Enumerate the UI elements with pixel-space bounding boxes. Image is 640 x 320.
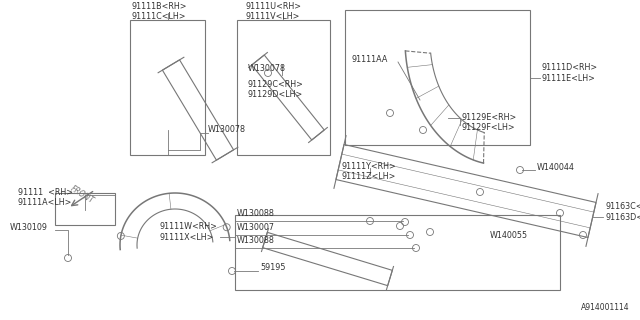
Text: W140055: W140055 (490, 230, 528, 239)
Text: 91129E<RH>
91129F<LH>: 91129E<RH> 91129F<LH> (462, 113, 517, 132)
Text: W130007: W130007 (237, 223, 275, 232)
Bar (237, 20, 330, 155)
Text: W130088: W130088 (237, 236, 275, 245)
Text: 91111D<RH>
91111E<LH>: 91111D<RH> 91111E<LH> (542, 63, 598, 83)
Text: A914001114: A914001114 (581, 303, 630, 312)
Text: W140044: W140044 (537, 163, 575, 172)
Text: W130088: W130088 (237, 209, 275, 218)
Text: 91111  <RH>
91111A<LH>: 91111 <RH> 91111A<LH> (18, 188, 73, 207)
Text: W130078: W130078 (208, 125, 246, 134)
Text: 91111W<RH>
91111X<LH>: 91111W<RH> 91111X<LH> (160, 222, 218, 242)
Text: FRONT: FRONT (68, 184, 95, 206)
Text: 91111B<RH>
91111C<LH>: 91111B<RH> 91111C<LH> (132, 2, 188, 21)
Bar (130, 20, 205, 155)
Text: 91129C<RH>
91129D<LH>: 91129C<RH> 91129D<LH> (248, 80, 304, 100)
Text: 91163C<RH>
91163D<LH>: 91163C<RH> 91163D<LH> (605, 202, 640, 222)
Text: 91111U<RH>
91111V<LH>: 91111U<RH> 91111V<LH> (245, 2, 301, 21)
Text: 59195: 59195 (260, 263, 285, 273)
Text: 91111AA: 91111AA (352, 55, 388, 64)
Bar (55, 193, 115, 225)
Text: W130109: W130109 (10, 222, 48, 231)
Text: W130078: W130078 (248, 64, 286, 73)
Text: 91111Y<RH>
91111Z<LH>: 91111Y<RH> 91111Z<LH> (342, 162, 397, 181)
Bar (235, 215, 560, 290)
Bar (345, 10, 530, 145)
